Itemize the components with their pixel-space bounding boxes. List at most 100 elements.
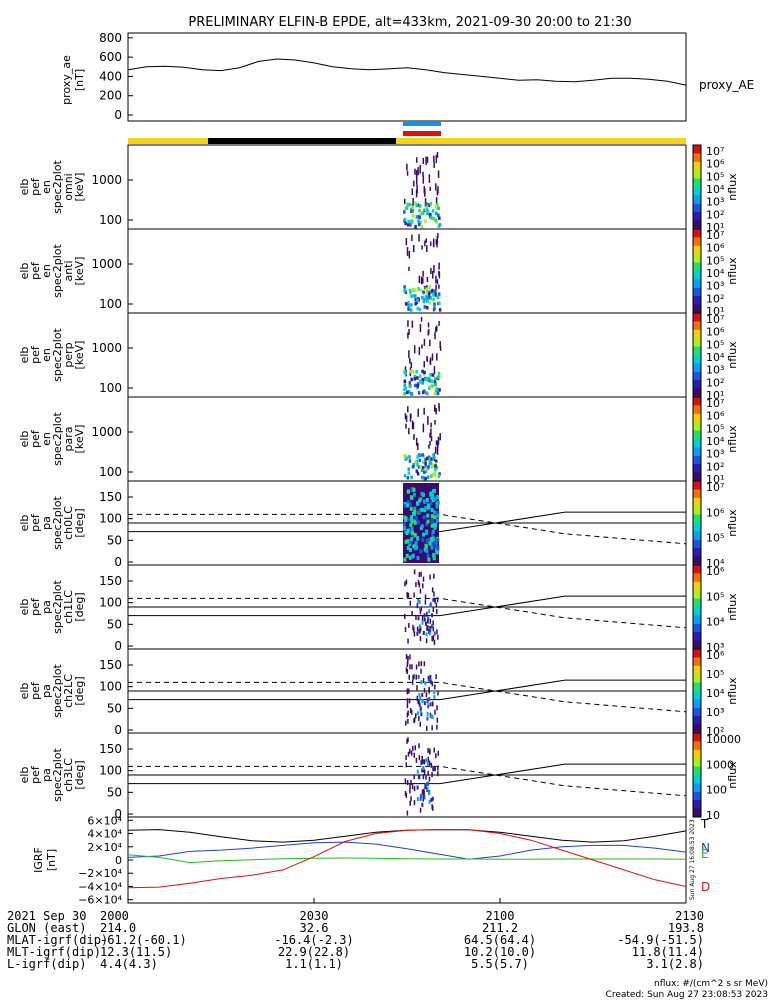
colorbar-segment	[693, 359, 701, 362]
colorbar-segment	[693, 697, 701, 700]
colorbar-segment	[693, 166, 701, 169]
flux-pixel	[418, 453, 422, 458]
colorbar-segment	[693, 619, 701, 623]
colorbar-segment	[693, 176, 701, 180]
energy-spectrogram-panel: 1000100elbpefenspec2plotpara[keV]10⁷10⁶1…	[18, 396, 739, 486]
colorbar-tick-label: 10⁷	[706, 145, 724, 158]
panel-ylabel-line: ch1LC	[62, 590, 75, 624]
flux-pixel	[419, 606, 422, 611]
igrf-tick-label: −6×10⁴	[78, 894, 122, 907]
flux-pixel	[428, 301, 432, 305]
flux-pixel	[433, 366, 436, 375]
flux-pixel	[415, 157, 418, 163]
flux-pixel	[437, 170, 440, 178]
flux-pixel	[432, 289, 436, 293]
colorbar-segment	[693, 678, 701, 681]
energy-spectrogram-panel: 1000100elbpefenspec2plotanti[keV]10⁷10⁶1…	[18, 228, 739, 318]
colorbar-segment	[693, 262, 701, 266]
colorbar-segment	[693, 583, 701, 587]
flux-pixel	[406, 659, 409, 665]
flux-pixel	[411, 531, 415, 536]
flux-pixel	[427, 330, 430, 336]
flux-pixel	[408, 383, 411, 387]
colorbar-segment	[693, 670, 701, 673]
flux-pixel	[424, 681, 427, 686]
flux-pixel	[413, 180, 415, 187]
flux-pixel	[410, 377, 413, 382]
flux-pixel	[414, 168, 416, 175]
flux-pixel	[418, 307, 422, 312]
flux-pixel	[423, 759, 426, 765]
footer-row-label: L-igrf(dip)	[7, 957, 86, 971]
colorbar-segment	[693, 218, 701, 222]
flux-pixel	[421, 537, 425, 542]
flux-pixel	[421, 344, 423, 349]
spectrogram-frame	[127, 312, 687, 398]
colorbar-segment	[693, 655, 701, 658]
colorbar-segment	[693, 304, 701, 308]
colorbar-segment	[693, 233, 701, 236]
colorbar-segment	[693, 449, 701, 453]
colorbar-segment	[693, 556, 701, 560]
flux-pixel	[410, 209, 413, 214]
flux-pixel	[404, 539, 408, 544]
proxy-ae-tick-label: 0	[114, 108, 122, 122]
flux-pixel	[425, 692, 428, 698]
colorbar-segment	[693, 775, 701, 778]
colorbar-segment	[693, 216, 701, 219]
colorbar-segment	[693, 632, 701, 635]
colorbar-segment	[693, 350, 701, 354]
flux-pixel	[406, 712, 409, 718]
colorbar-segment	[693, 371, 701, 375]
flux-pixel	[434, 544, 438, 549]
flux-pixel	[431, 209, 435, 213]
flux-pixel	[436, 295, 440, 299]
flux-pixel	[412, 745, 414, 751]
flux-pixel	[435, 466, 439, 470]
flux-pixel	[417, 167, 419, 176]
flux-pixel	[412, 197, 414, 205]
flux-pixel	[414, 546, 418, 551]
flux-pixel	[425, 238, 428, 243]
colorbar-segment	[693, 493, 701, 497]
flux-pixel	[420, 606, 423, 612]
flux-pixel	[436, 391, 440, 396]
panel-ylabel-line: elb	[18, 179, 31, 196]
flux-pixel	[430, 474, 433, 478]
colorbar-segment	[693, 373, 701, 377]
panel-ylabel-line: elb	[18, 431, 31, 448]
colorbar-segment	[693, 344, 701, 348]
colorbar-segment	[693, 552, 701, 555]
proxy-ae-tick-label: 800	[99, 31, 122, 45]
colorbar-segment	[693, 388, 701, 392]
colorbar-segment	[693, 229, 701, 232]
flux-pixel	[433, 747, 435, 753]
proxy-ae-ylabel: proxy_ae	[60, 55, 73, 105]
colorbar-segment	[693, 718, 701, 721]
colorbar-segment	[693, 646, 701, 650]
panel-ylabel-line: ch3LC	[62, 758, 75, 792]
colorbar-segment	[693, 441, 701, 444]
panel-ylabel-line: [deg]	[73, 676, 86, 705]
flux-pixel	[426, 299, 429, 303]
colorbar-segment	[693, 592, 701, 595]
panel-ylabel-line: pa	[40, 600, 53, 614]
flux-pixel	[431, 804, 433, 810]
colorbar-segment	[693, 250, 701, 253]
colorbar-segment	[693, 415, 701, 419]
flux-pixel	[426, 156, 429, 164]
colorbar-tick-label: 10⁵	[706, 170, 724, 183]
flux-pixel	[408, 555, 412, 560]
panel-ylabel-line: elb	[18, 347, 31, 364]
colorbar-segment	[693, 520, 701, 524]
flux-pixel	[419, 324, 422, 333]
flux-pixel	[420, 680, 423, 685]
flux-pixel	[406, 475, 410, 480]
flux-pixel	[406, 539, 410, 544]
flux-pixel	[432, 292, 435, 297]
pitch-angle-tick-label: 100	[99, 512, 122, 526]
spectrogram-frame	[127, 144, 687, 230]
colorbar-segment	[693, 424, 701, 427]
flux-pixel	[431, 635, 433, 641]
